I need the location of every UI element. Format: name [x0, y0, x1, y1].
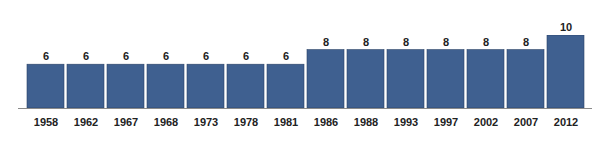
svg-text:1973: 1973 — [194, 116, 218, 128]
svg-text:6: 6 — [83, 50, 89, 62]
svg-text:1988: 1988 — [354, 116, 378, 128]
svg-text:6: 6 — [203, 50, 209, 62]
svg-text:1993: 1993 — [394, 116, 418, 128]
svg-text:10: 10 — [560, 21, 572, 33]
svg-text:8: 8 — [323, 36, 329, 48]
svg-text:6: 6 — [283, 50, 289, 62]
svg-text:1958: 1958 — [34, 116, 58, 128]
svg-text:1978: 1978 — [234, 116, 258, 128]
svg-text:8: 8 — [483, 36, 489, 48]
svg-text:1981: 1981 — [274, 116, 298, 128]
svg-text:6: 6 — [163, 50, 169, 62]
svg-text:1967: 1967 — [114, 116, 138, 128]
svg-text:2007: 2007 — [514, 116, 538, 128]
svg-text:1997: 1997 — [434, 116, 458, 128]
svg-text:8: 8 — [403, 36, 409, 48]
svg-text:6: 6 — [243, 50, 249, 62]
svg-text:8: 8 — [523, 36, 529, 48]
svg-text:1968: 1968 — [154, 116, 178, 128]
svg-text:6: 6 — [43, 50, 49, 62]
svg-text:6: 6 — [123, 50, 129, 62]
svg-text:1962: 1962 — [74, 116, 98, 128]
svg-text:2012: 2012 — [554, 116, 578, 128]
svg-text:2002: 2002 — [474, 116, 498, 128]
svg-text:8: 8 — [443, 36, 449, 48]
svg-text:1986: 1986 — [314, 116, 338, 128]
svg-text:8: 8 — [363, 36, 369, 48]
